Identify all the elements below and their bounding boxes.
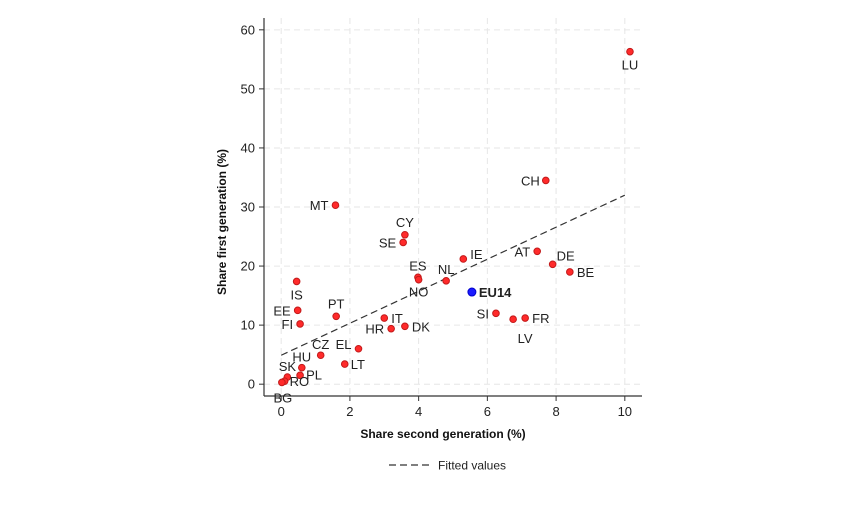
point-label-mt: MT [310,198,329,213]
point-ch [541,176,550,185]
point-label-fr: FR [532,311,549,326]
point-label-dk: DK [412,319,430,334]
point-label-nl: NL [438,262,455,277]
y-tick-label-0: 0 [248,377,255,392]
point-ee [293,306,302,315]
point-cz [316,351,325,360]
point-label-pt: PT [328,296,345,311]
point-ie [459,255,468,263]
point-eu14 [467,287,477,297]
point-fi [296,320,304,328]
point-label-hu: HU [292,350,311,365]
point-label-ie: IE [470,247,483,262]
point-label-sk: SK [279,359,297,374]
point-hu [298,363,306,372]
x-axis-title: Share second generation (%) [360,427,525,441]
grid [264,18,642,396]
point-dk [401,322,409,331]
point-cy [401,230,409,239]
point-label-cy: CY [396,215,414,230]
legend-fitted-values: Fitted values [438,459,506,473]
point-lt [340,360,349,368]
point-si [492,309,500,318]
y-tick-label-60: 60 [241,22,255,37]
point-label-no: NO [409,285,429,300]
point-fr [521,314,529,322]
y-tick-label-50: 50 [241,81,255,96]
point-hr [387,324,395,333]
legend: Fitted values [389,459,506,473]
x-tick-label-8: 8 [552,404,559,419]
y-tick-label-10: 10 [241,318,255,333]
point-nl [442,277,450,285]
point-label-se: SE [379,235,397,250]
point-mt [331,201,340,210]
fit-line [280,194,626,356]
point-label-cz: CZ [312,337,329,352]
point-pl [296,371,304,380]
point-at [533,247,541,256]
y-tick-label-30: 30 [241,200,255,215]
point-de [548,260,557,269]
point-label-pl: PL [306,367,322,382]
point-no [414,275,423,284]
point-it [380,314,389,322]
y-tick-label-20: 20 [241,259,255,274]
point-label-be: BE [577,265,595,280]
point-label-it: IT [391,311,403,326]
point-label-lu: LU [622,58,639,73]
x-tick-label-2: 2 [346,404,353,419]
point-label-ch: CH [521,173,540,188]
x-tick-label-0: 0 [278,404,285,419]
point-label-hr: HR [365,322,384,337]
point-pt [332,312,340,321]
point-lv [509,315,517,324]
point-label-at: AT [515,244,531,259]
point-label-ee: EE [273,303,291,318]
point-label-es: ES [409,258,427,273]
y-axis-title: Share first generation (%) [215,149,229,295]
x-tick-label-4: 4 [415,404,422,419]
point-label-lv: LV [518,331,533,346]
point-label-fi: FI [282,317,294,332]
point-label-lt: LT [351,357,365,372]
x-tick-label-10: 10 [618,404,632,419]
point-be [566,268,574,276]
point-lu [626,47,634,56]
point-label-ro: RO [290,374,310,389]
axes: 0 10 20 30 40 50 60 0 2 4 6 8 10 [241,18,642,419]
point-se [399,238,407,247]
point-label-bg: BG [273,390,292,405]
point-label-eu14: EU14 [479,285,512,300]
y-tick-label-40: 40 [241,140,255,155]
fit-line-layer [280,194,626,356]
x-tick-label-6: 6 [484,404,491,419]
point-label-de: DE [557,248,575,263]
point-el [354,344,363,353]
point-label-si: SI [477,306,489,321]
point-bg [278,378,286,387]
point-label-is: IS [290,287,303,302]
point-label-el: EL [336,337,352,352]
point-is [292,277,301,286]
